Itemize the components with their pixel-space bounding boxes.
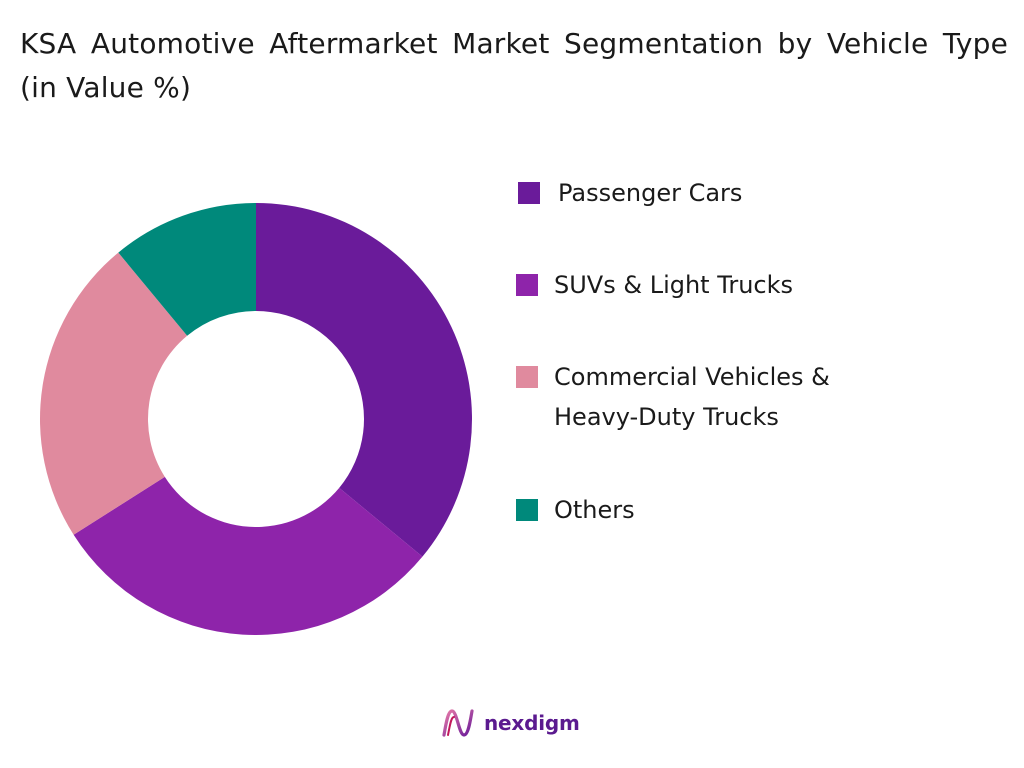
legend-item-suvs-light-trucks: SUVs & Light Trucks	[516, 268, 934, 305]
legend-item-passenger-cars: Passenger Cars	[518, 176, 938, 213]
legend-swatch	[516, 366, 538, 388]
donut-slice-commercial-vehicles-heavy-duty-trucks	[39, 252, 188, 535]
legend-label: Commercial Vehicles & Heavy-Duty Trucks	[554, 363, 830, 431]
legend-label: SUVs & Light Trucks	[554, 271, 794, 299]
legend-item-others: Others	[516, 493, 934, 530]
legend-swatch	[516, 499, 538, 521]
brand-logo: nexdigm	[440, 705, 580, 741]
legend-swatch	[516, 274, 538, 296]
logo-text: nexdigm	[484, 711, 580, 735]
nexdigm-logo-icon	[442, 709, 474, 737]
donut-slice-others	[118, 203, 256, 336]
legend-label: Passenger Cars	[558, 179, 743, 207]
legend-swatch	[518, 182, 540, 204]
chart-title: KSA Automotive Aftermarket Market Segmen…	[20, 27, 1008, 104]
donut-slice-suvs-light-trucks	[73, 476, 423, 635]
legend-item-commercial-vehicles: Commercial Vehicles & Heavy-Duty Trucks	[516, 360, 934, 437]
donut-slice-passenger-cars	[256, 203, 472, 557]
legend-label: Others	[554, 496, 635, 524]
